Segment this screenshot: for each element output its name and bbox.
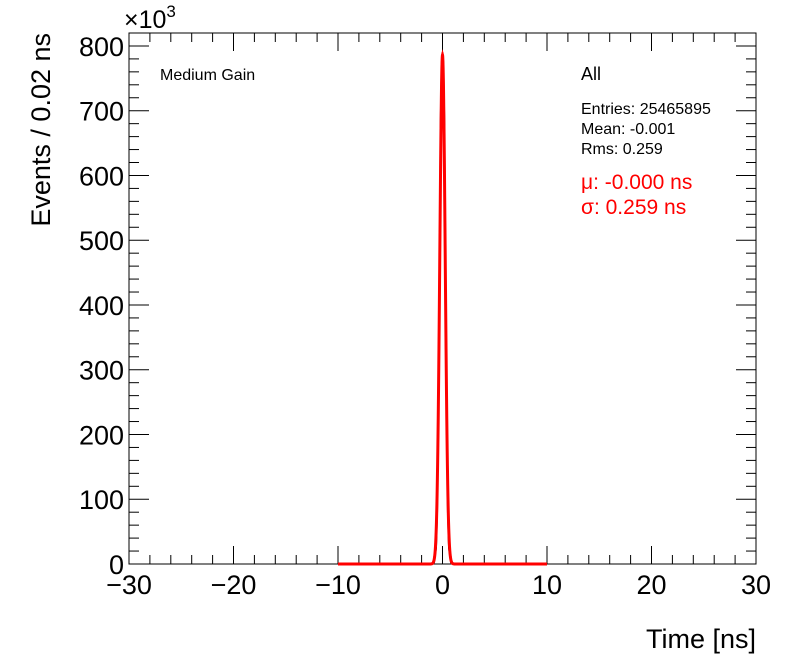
y-axis-label: Events / 0.02 ns: [26, 33, 56, 227]
gain-label: Medium Gain: [160, 67, 255, 84]
x-tick-label: 30: [741, 570, 771, 600]
series-layer: [338, 49, 547, 566]
stats-mean: Mean: -0.001: [581, 121, 675, 138]
y-tick-label: 800: [79, 32, 124, 62]
stats-rms: Rms: 0.259: [581, 141, 663, 158]
y-tick-label: 300: [79, 356, 124, 386]
fit-sigma: σ: 0.259 ns: [581, 196, 686, 219]
fit-mu: μ: -0.000 ns: [581, 171, 692, 194]
x-axis-ticks: −30 −20 −10 0 10 20 30: [106, 33, 771, 600]
x-tick-label: −10: [315, 570, 361, 600]
x-tick-label: 10: [532, 570, 562, 600]
stats-title: All: [581, 64, 601, 84]
y-tick-label: 600: [79, 161, 124, 191]
x-tick-label: 20: [636, 570, 666, 600]
x-axis-label: Time [ns]: [646, 624, 756, 654]
y-axis-ticks: 0 100 200 300 400 500 600 700 800: [79, 32, 756, 580]
y-tick-label: 700: [79, 97, 124, 127]
y-multiplier: ×103: [124, 2, 176, 34]
y-tick-label: 200: [79, 420, 124, 450]
gaussian-fit-series: [338, 49, 547, 566]
stats-entries: Entries: 25465895: [581, 101, 711, 118]
histogram-series: [431, 52, 454, 565]
y-tick-label: 500: [79, 226, 124, 256]
y-tick-label: 0: [109, 550, 124, 580]
y-multiplier-base: ×10: [124, 6, 166, 34]
x-tick-label: −30: [106, 570, 152, 600]
x-tick-label: 0: [435, 570, 450, 600]
y-multiplier-exponent: 3: [166, 2, 175, 21]
y-tick-label: 400: [79, 291, 124, 321]
x-tick-label: −20: [211, 570, 257, 600]
y-tick-label: 100: [79, 485, 124, 515]
